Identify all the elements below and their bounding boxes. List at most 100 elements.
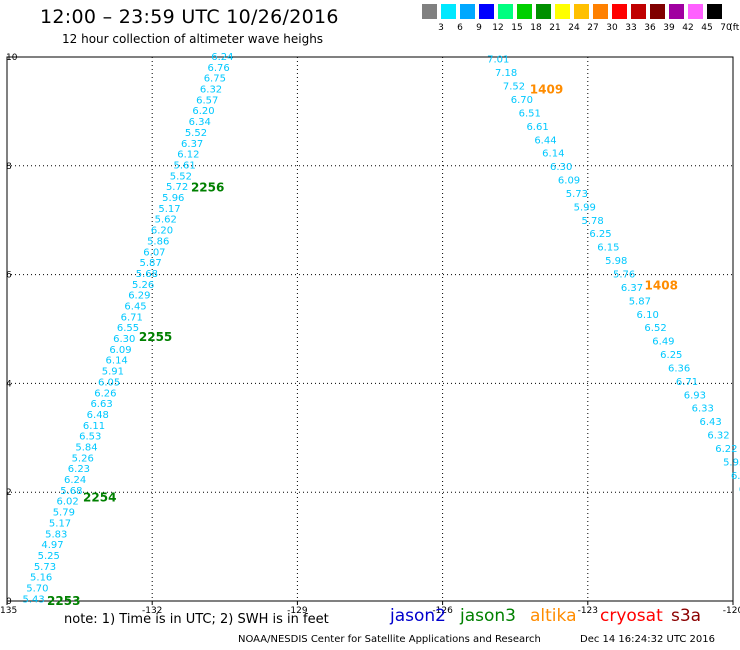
wave-height-value: 6.51 xyxy=(519,108,541,119)
map-title: 12:00 – 23:59 UTC 10/26/2016 xyxy=(40,6,339,28)
satellite-legend-item: jason2 xyxy=(390,606,446,626)
color-scale-swatch xyxy=(669,4,684,19)
wave-height-value: 5.61 xyxy=(173,160,195,171)
color-scale-label: 3 xyxy=(438,23,444,33)
wave-height-value: 5.17 xyxy=(158,204,180,215)
wave-height-value: 5.99 xyxy=(574,202,596,213)
wave-height-value: 5.96 xyxy=(162,193,184,204)
color-scale-label: 27 xyxy=(587,23,599,33)
color-scale-label: 21 xyxy=(549,23,561,33)
pass-time-label: 1408 xyxy=(645,278,678,292)
credit-line: NOAA/NESDIS Center for Satellite Applica… xyxy=(238,634,541,645)
satellite-legend-item: altika xyxy=(530,606,577,626)
color-scale-label: 39 xyxy=(663,23,675,33)
wave-height-value: 5.86 xyxy=(147,236,169,247)
pass-time-label: 1409 xyxy=(530,83,563,97)
wave-height-value: 6.32 xyxy=(200,85,222,96)
wave-height-value: 6.43 xyxy=(699,417,721,428)
y-tick-label: 0 xyxy=(6,597,12,607)
wave-height-value: 6.02 xyxy=(56,497,78,508)
wave-height-value: 6.15 xyxy=(731,471,740,482)
satellite-legend-item: jason3 xyxy=(460,606,516,626)
color-scale-label: 36 xyxy=(644,23,656,33)
color-scale-swatch xyxy=(441,4,456,19)
wave-height-value: 5.52 xyxy=(170,171,192,182)
wave-height-value: 5.87 xyxy=(140,258,162,269)
wave-height-value: 5.73 xyxy=(34,562,56,573)
wave-height-value: 5.83 xyxy=(45,529,67,540)
wave-height-value: 6.93 xyxy=(684,390,706,401)
wave-height-value: 5.26 xyxy=(72,453,94,464)
wave-height-value: 5.91 xyxy=(102,367,124,378)
color-scale-swatch xyxy=(517,4,532,19)
wave-height-value: 5.79 xyxy=(53,508,75,519)
wave-height-value: 6.07 xyxy=(143,247,165,258)
color-scale-label: 18 xyxy=(530,23,542,33)
satellite-legend-item: s3a xyxy=(671,606,702,626)
wave-height-value: 6.45 xyxy=(124,301,146,312)
color-scale-swatch xyxy=(650,4,665,19)
wave-height-value: 6.25 xyxy=(660,350,682,361)
wave-height-value: 5.84 xyxy=(75,443,97,454)
wave-height-value: 5.72 xyxy=(166,182,188,193)
color-scale-label: 33 xyxy=(625,23,637,33)
wave-height-value: 6.53 xyxy=(79,432,101,443)
x-tick-label: -126 xyxy=(432,606,453,616)
wave-height-value: 6.24 xyxy=(64,475,86,486)
wave-height-value: 4.97 xyxy=(41,540,63,551)
wave-height-value: 6.23 xyxy=(68,464,90,475)
x-tick-label: -120 xyxy=(723,606,740,616)
wave-height-value: 5.76 xyxy=(613,269,635,280)
wave-height-value: 6.48 xyxy=(87,410,109,421)
x-tick-label: -132 xyxy=(142,606,162,616)
wave-height-value: 5.87 xyxy=(629,296,651,307)
footer-note: note: 1) Time is in UTC; 2) SWH is in fe… xyxy=(64,612,329,627)
color-scale-label: 15 xyxy=(511,23,523,33)
wave-height-value: 6.37 xyxy=(621,283,643,294)
x-tick-label: -135 xyxy=(0,606,17,616)
color-scale-label: 9 xyxy=(476,23,482,33)
color-scale-label: 30 xyxy=(606,23,618,33)
color-scale-swatch xyxy=(555,4,570,19)
wave-height-value: 6.36 xyxy=(668,363,690,374)
wave-height-value: 7.52 xyxy=(503,82,525,93)
color-scale-label: 6 xyxy=(457,23,463,33)
pass-time-label: 2253 xyxy=(47,594,80,608)
wave-height-value: 6.29 xyxy=(128,291,150,302)
generation-timestamp: Dec 14 16:24:32 UTC 2016 xyxy=(580,634,715,645)
color-scale-swatch xyxy=(707,4,722,19)
wave-height-value: 5.70 xyxy=(26,584,48,595)
y-tick-label: 2 xyxy=(6,488,12,498)
color-scale-swatch xyxy=(479,4,494,19)
color-scale-swatch xyxy=(422,4,437,19)
color-scale-swatch xyxy=(631,4,646,19)
wave-height-value: 5.17 xyxy=(49,518,71,529)
color-scale-swatch xyxy=(536,4,551,19)
pass-time-label: 2255 xyxy=(139,330,172,344)
wave-height-value: 7.18 xyxy=(495,68,517,79)
wave-height-value: 5.73 xyxy=(566,189,588,200)
color-scale-swatch xyxy=(612,4,627,19)
wave-height-value: 6.44 xyxy=(534,135,556,146)
y-tick-label: 10 xyxy=(6,53,18,63)
wave-height-value: 5.26 xyxy=(132,280,154,291)
wave-height-value: 6.30 xyxy=(550,162,572,173)
wave-height-value: 7.01 xyxy=(487,55,509,66)
wave-height-value: 6.57 xyxy=(196,95,218,106)
satellite-legend-item: cryosat xyxy=(600,606,663,626)
wave-height-value: 6.49 xyxy=(652,337,674,348)
wave-height-value: 6.33 xyxy=(692,404,714,415)
wave-height-value: 6.71 xyxy=(676,377,698,388)
x-tick-label: -129 xyxy=(287,606,308,616)
wave-height-value: 6.25 xyxy=(589,229,611,240)
wave-height-value: 5.98 xyxy=(605,256,627,267)
wave-height-value: 6.55 xyxy=(117,323,139,334)
wave-height-value: 5.25 xyxy=(38,551,60,562)
wave-height-value: 5.78 xyxy=(582,216,604,227)
color-scale-swatch xyxy=(593,4,608,19)
color-scale-swatch xyxy=(574,4,589,19)
pass-time-label: 2256 xyxy=(191,181,224,195)
wave-height-value: 6.71 xyxy=(121,312,143,323)
y-tick-label: 8 xyxy=(6,162,12,172)
wave-height-value: 6.68 xyxy=(739,484,740,495)
